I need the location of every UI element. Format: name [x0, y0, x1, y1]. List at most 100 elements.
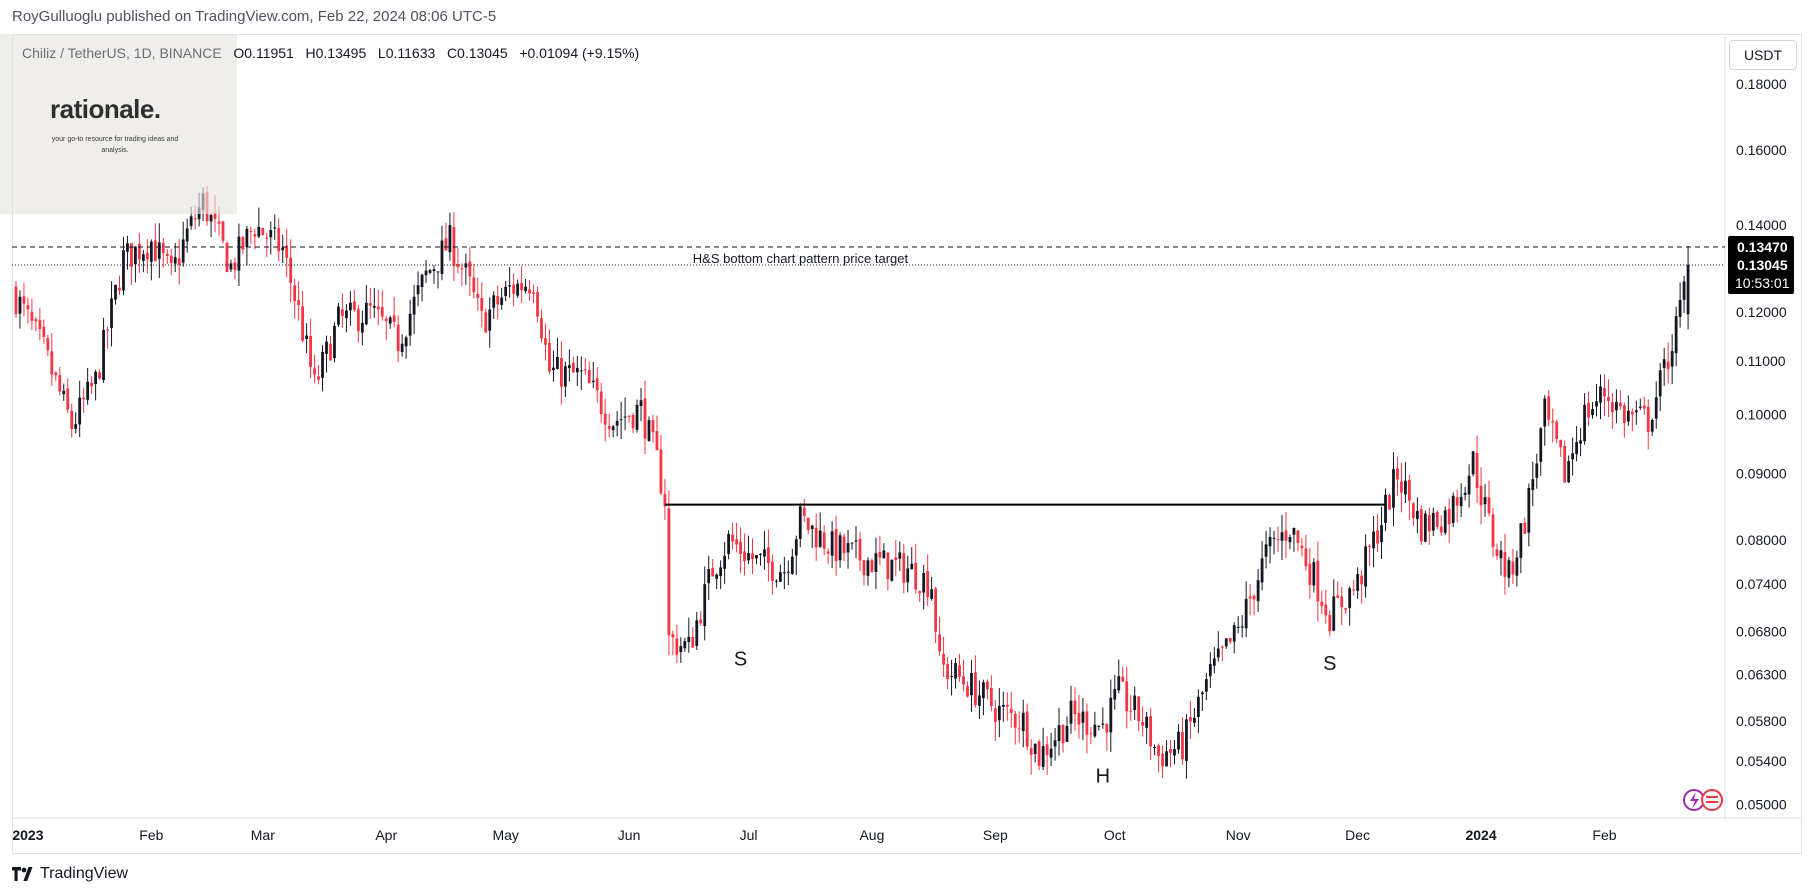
candle-body	[962, 676, 965, 685]
candle-body	[1400, 481, 1403, 493]
candle-body	[1121, 676, 1125, 682]
candle-body	[575, 367, 579, 373]
candle-body	[993, 708, 997, 722]
candle-body	[1332, 596, 1336, 631]
candle-body	[416, 285, 420, 295]
candle-body	[858, 538, 862, 561]
candle-body	[285, 245, 289, 258]
candle-body	[432, 269, 436, 272]
candle-body	[814, 527, 818, 548]
candle-body	[870, 560, 874, 573]
candle-body	[305, 335, 309, 340]
candle-body	[942, 653, 945, 665]
x-tick-label: Oct	[1104, 827, 1126, 843]
candle-body	[874, 553, 878, 572]
candle-body	[751, 553, 754, 560]
candle-body	[62, 390, 66, 395]
candle-body	[946, 663, 949, 679]
candle-body	[241, 237, 245, 250]
candle-body	[595, 378, 599, 391]
x-tick-label: 2023	[12, 827, 43, 843]
candle-body	[782, 572, 786, 574]
candle-body	[1415, 510, 1419, 520]
candle-body	[1189, 716, 1192, 722]
lightning-icon	[1690, 792, 1699, 809]
candle-body	[922, 573, 926, 593]
candle-body	[886, 552, 890, 580]
candle-body	[1626, 410, 1630, 422]
candle-body	[265, 237, 269, 239]
candle-body	[14, 286, 18, 314]
candle-body	[1228, 637, 1232, 642]
x-tick-label: Aug	[859, 827, 884, 843]
x-tick-label: May	[492, 827, 518, 843]
candle-body	[253, 234, 257, 237]
symbol-title[interactable]: Chiliz / TetherUS, 1D, BINANCE	[22, 45, 222, 61]
candle-body	[707, 569, 711, 584]
candle-body	[1511, 561, 1515, 575]
candle-body	[424, 270, 428, 276]
candle-body	[778, 572, 782, 582]
candle-body	[1563, 445, 1567, 483]
candle-body	[1674, 316, 1678, 354]
change-value: +0.01094 (+9.15%)	[519, 45, 640, 61]
candle-body	[627, 415, 631, 417]
candle-body	[1376, 530, 1379, 544]
candle-body	[914, 562, 918, 590]
candle-body	[392, 315, 396, 322]
y-tick-label: 0.18000	[1736, 76, 1787, 92]
candle-body	[349, 302, 352, 311]
x-tick-label: Feb	[1592, 827, 1616, 843]
candle-body	[1487, 497, 1491, 514]
candle-body	[790, 556, 794, 574]
candle-body	[376, 306, 380, 310]
candle-body	[1045, 744, 1049, 756]
tradingview-logo[interactable]: TradingView	[12, 864, 128, 884]
y-tick-label: 0.16000	[1736, 142, 1787, 158]
candle-body	[687, 636, 691, 643]
currency-selector[interactable]: USDT	[1729, 40, 1797, 70]
candle-body	[850, 542, 854, 544]
candle-body	[1603, 388, 1606, 397]
candle-body	[82, 397, 86, 400]
candle-body	[1380, 525, 1383, 543]
candle-body	[153, 240, 157, 261]
candle-body	[1169, 748, 1172, 753]
candle-body	[1057, 725, 1061, 742]
candle-body	[504, 286, 508, 297]
x-tick-label: Nov	[1226, 827, 1251, 843]
candle-body	[225, 242, 229, 272]
candle-body	[138, 243, 141, 260]
candle-body	[1037, 741, 1041, 766]
pattern-label: H	[1096, 765, 1110, 787]
candle-body	[1360, 575, 1364, 585]
candle-body	[1638, 406, 1642, 408]
candle-body	[106, 329, 109, 331]
candle-body	[842, 536, 846, 554]
candle-body	[396, 324, 400, 352]
candle-body	[934, 588, 938, 632]
candle-body	[1435, 512, 1439, 528]
candle-body	[484, 312, 488, 333]
candle-body	[1499, 550, 1503, 559]
candle-body	[623, 416, 627, 418]
candle-body	[866, 560, 870, 576]
target-annotation-text: H&S bottom chart pattern price target	[693, 251, 909, 266]
candle-body	[599, 391, 603, 415]
candle-body	[1324, 604, 1328, 616]
candle-body	[1571, 453, 1575, 460]
candle-body	[58, 375, 62, 392]
candle-body	[997, 705, 1001, 721]
candle-body	[74, 424, 78, 429]
candle-body	[86, 381, 90, 400]
flag-stripe	[1706, 801, 1718, 803]
candle-body	[683, 641, 687, 649]
candle-body	[38, 320, 42, 329]
candle-body	[989, 687, 993, 707]
candle-body	[1348, 588, 1352, 608]
candle-body	[615, 420, 619, 426]
candle-body	[1515, 557, 1519, 576]
candle-body	[1591, 409, 1594, 416]
candle-body	[1483, 497, 1487, 505]
